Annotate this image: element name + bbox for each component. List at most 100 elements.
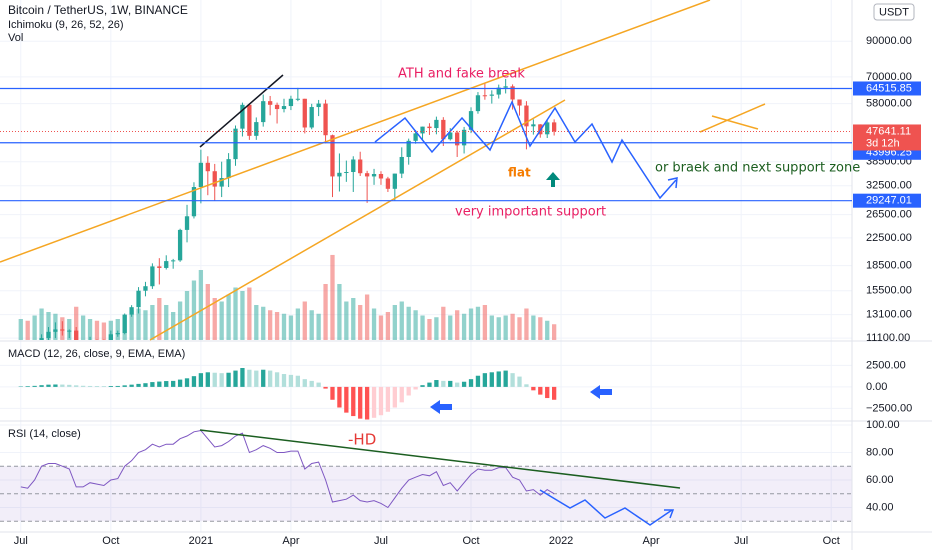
annotation: or braek and next support zone [655,161,860,176]
left-arrow [590,385,612,399]
macd-histogram-bar [67,384,72,387]
volume-bar [136,308,141,340]
macd-histogram-bar [545,386,550,399]
macd-histogram-bar [108,386,113,387]
volume-bar [87,319,93,340]
macd-histogram-bar [150,382,155,387]
candle-body [247,104,252,136]
y-tick-label: 100.00 [866,419,900,431]
currency[interactable]: USDT [879,6,909,18]
last-price-tag [853,124,921,151]
candle-body [337,172,342,177]
macd-histogram-bar [455,382,460,387]
macd-histogram-bar [240,368,245,387]
macd-histogram-bar [80,385,86,387]
volume-bar [510,313,515,340]
y-tick-label: 18500.00 [866,260,912,272]
price-tag-label: 29247.01 [866,195,912,207]
macd-histogram-bar [413,386,418,390]
macd-histogram-bar [171,380,176,387]
volume-bar [392,305,397,340]
macd-histogram-bar [468,379,474,387]
volume-bar [108,320,113,340]
candle-body [60,329,65,331]
y-tick-label: 40.00 [866,501,894,513]
volume-bar [115,319,120,340]
macd-histogram-bar [538,386,543,395]
candle-body [378,173,384,179]
macd-histogram-bar [157,381,162,387]
volume-bar [399,301,404,340]
volume-bar [475,306,481,340]
x-tick-label: Oct [462,535,479,547]
macd-histogram-bar [316,382,321,387]
macd-histogram-bar [247,369,252,387]
currency-box[interactable] [873,3,915,21]
volume-bar [240,291,245,340]
candle-body [524,105,529,127]
candle-body [399,156,404,174]
volume-bar [184,291,190,340]
macd-histogram-bar [295,375,301,387]
cross-line [711,115,759,130]
y-tick-label: 11100.00 [866,332,910,344]
macd-histogram-bar [475,375,481,387]
macd-histogram-bar [510,373,515,387]
trend-line [199,74,284,148]
volume-bar [39,308,44,340]
volume-bar [254,305,259,340]
candle-body [26,363,30,365]
candle-body [455,132,460,146]
macd-histogram-bar [344,386,349,413]
volume-bar [524,308,529,340]
macd-histogram-bar [441,380,446,387]
volume-bar [496,317,501,340]
volume-bar [157,298,162,340]
volume-bar [212,298,217,340]
volume-bar [80,315,86,340]
macd-histogram-bar [115,385,120,387]
candle-body [468,111,474,130]
volume-bar [378,315,384,340]
macd-histogram-bar [129,384,134,387]
candle-body [406,140,411,157]
volume-bar [427,319,432,340]
candle-body [475,95,481,112]
price-tag-label: 64515.85 [866,82,912,94]
y-tick-label: 60.00 [866,474,894,486]
y-tick-label: 13100.00 [866,308,912,320]
annotation: ATH and fake break [398,67,525,82]
candle-body [102,342,106,343]
volume-bar [150,305,155,340]
candle-body [254,122,259,136]
candle-body [267,101,273,105]
macd-histogram-bar [219,373,224,387]
candle-body [323,103,328,136]
macd-histogram-bar [406,386,411,396]
candle-body [351,159,356,173]
volume-bar [18,319,23,340]
macd-histogram-bar [448,380,453,387]
candle-body [503,86,508,88]
volume-bar [406,306,411,340]
macd-histogram-bar [364,386,370,420]
drawings [0,0,766,526]
macd-histogram-bar [32,385,37,387]
volume-bar [295,308,301,340]
rsi-pane [0,429,852,522]
candle-body [413,133,418,141]
countdown: 3d 12h [866,137,900,149]
volume-bar [323,284,328,340]
volume-bar [247,287,252,340]
macd-histogram-bar [551,386,557,400]
volume-bar [551,324,557,340]
volume-bar [25,320,30,340]
candle-body [233,128,238,160]
volume-bar [468,308,474,340]
volume-bar [129,310,134,340]
volume-bar [316,313,321,340]
candle-body [531,124,536,127]
y-tick-label: 15500.00 [866,285,912,297]
candle-body [53,329,58,332]
